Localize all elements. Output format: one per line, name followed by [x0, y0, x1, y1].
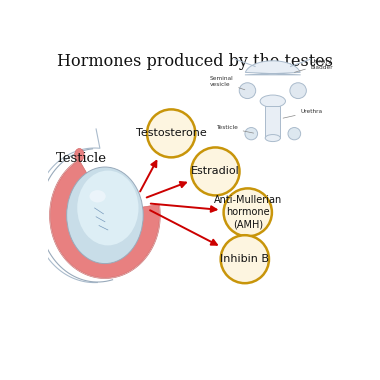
Text: Testicle: Testicle	[56, 152, 107, 165]
Circle shape	[223, 188, 272, 236]
Text: Estradiol: Estradiol	[191, 166, 240, 176]
Text: Testosterone: Testosterone	[136, 128, 207, 138]
Ellipse shape	[77, 171, 138, 245]
Ellipse shape	[89, 190, 106, 203]
Circle shape	[221, 235, 269, 283]
Polygon shape	[51, 160, 159, 278]
Ellipse shape	[74, 149, 84, 162]
Circle shape	[147, 109, 195, 157]
Ellipse shape	[66, 167, 143, 264]
Circle shape	[191, 147, 239, 195]
Text: Hormones produced by the testes: Hormones produced by the testes	[57, 53, 333, 70]
Text: Inhibin B: Inhibin B	[220, 254, 269, 264]
Text: Anti-Mullerian
hormone
(AMH): Anti-Mullerian hormone (AMH)	[214, 195, 282, 230]
